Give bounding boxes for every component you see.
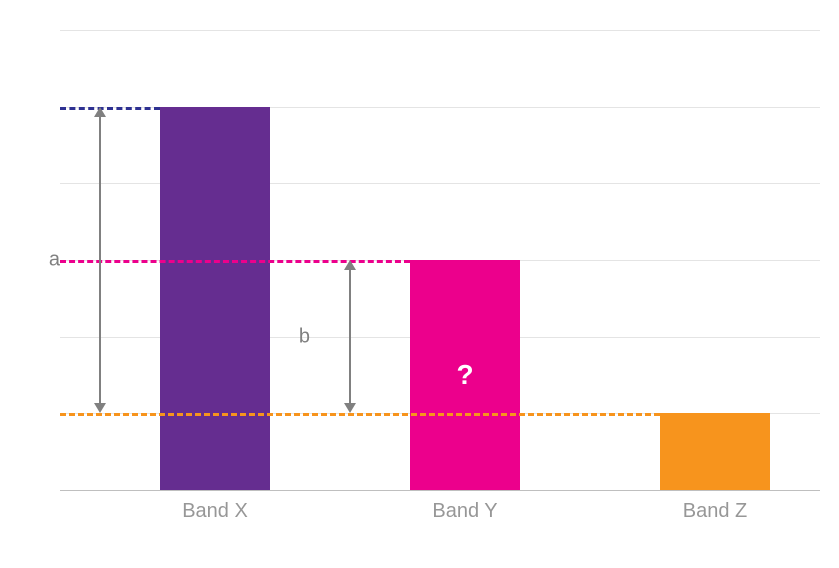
x-axis-label: Band Z [683,500,747,523]
gridline [60,30,820,31]
plot-area: ? a b [60,30,820,490]
arrowhead-up [344,260,356,270]
reference-line [60,107,160,110]
x-axis-baseline [60,490,820,491]
bar-band-y: ? [410,260,520,490]
x-axis-label: Band X [182,500,248,523]
bar-band-x [160,107,270,490]
bar-inner-label: ? [456,359,473,391]
arrowhead-up [94,107,106,117]
x-axis-label: Band Y [432,500,497,523]
arrowhead-down [94,403,106,413]
bracket-line [99,113,101,408]
bracket-line [349,266,351,407]
bracket-label: a [49,248,60,271]
bracket-label: b [299,325,310,348]
arrowhead-down [344,403,356,413]
bar-chart: ? a b Band X Band Y Band Z [0,0,839,568]
range-bracket: a [90,107,110,414]
range-bracket: b [340,260,360,413]
bar-band-z [660,413,770,490]
reference-line [60,413,660,416]
